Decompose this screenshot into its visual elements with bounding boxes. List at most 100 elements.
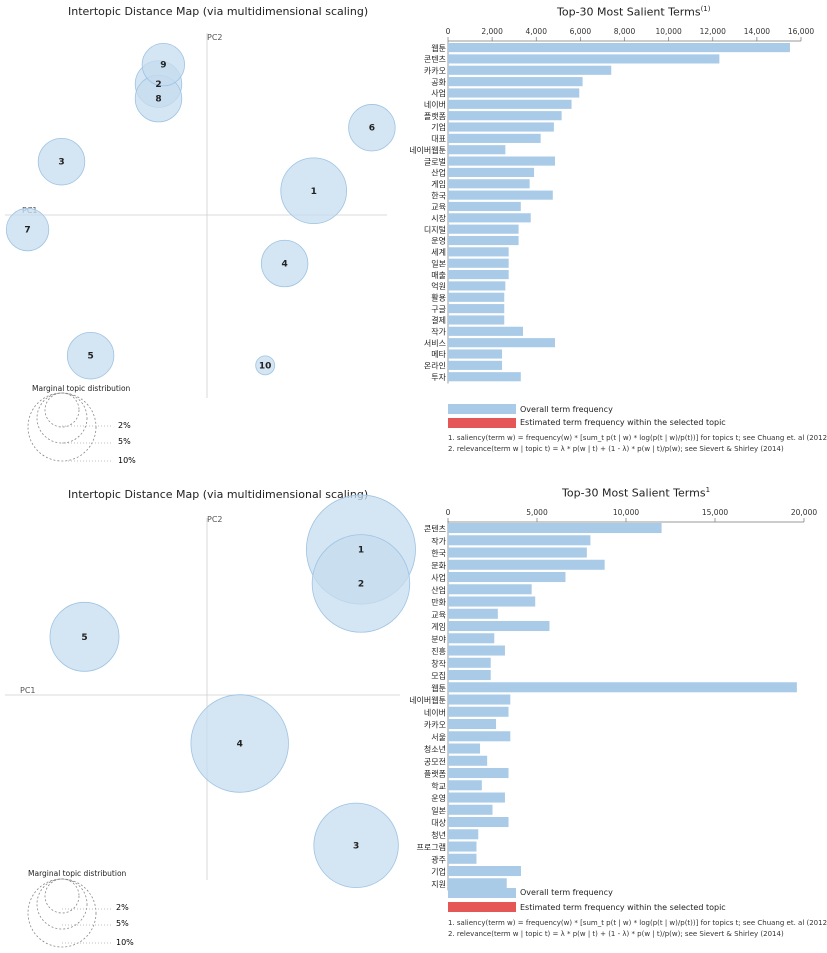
term-bar[interactable] (448, 304, 505, 314)
topic-circle[interactable] (280, 157, 348, 225)
topic-label[interactable]: 4 (237, 740, 243, 750)
term-bar[interactable] (448, 77, 583, 87)
term-label[interactable]: 교육 (431, 610, 446, 619)
term-bar[interactable] (448, 270, 509, 280)
term-label[interactable]: 창작 (431, 658, 446, 668)
term-bar[interactable] (448, 111, 562, 121)
term-bar[interactable] (448, 657, 491, 668)
term-bar[interactable] (448, 755, 488, 766)
term-label[interactable]: 세계 (431, 247, 446, 257)
term-bar[interactable] (448, 190, 553, 200)
topic-label[interactable]: 4 (281, 260, 287, 270)
topic-label[interactable]: 3 (353, 841, 359, 851)
term-bar[interactable] (448, 99, 572, 109)
topic-circle[interactable] (190, 694, 289, 793)
term-label[interactable]: 기업 (431, 868, 446, 877)
term-label[interactable]: 콘텐츠 (424, 54, 446, 64)
term-bar[interactable] (448, 804, 493, 815)
term-bar[interactable] (448, 743, 481, 754)
term-label[interactable]: 카카오 (424, 66, 446, 75)
term-label[interactable]: 작가 (431, 327, 446, 337)
term-bar[interactable] (448, 621, 550, 632)
topic-label[interactable]: 10 (259, 361, 272, 371)
term-bar[interactable] (448, 694, 511, 705)
term-bar[interactable] (448, 145, 506, 155)
term-label[interactable]: 서비스 (424, 339, 446, 348)
term-bar[interactable] (448, 584, 532, 595)
topic-label[interactable]: 3 (58, 158, 64, 168)
term-label[interactable]: 광주 (431, 854, 446, 864)
term-label[interactable]: 플랫폼 (424, 111, 446, 121)
term-label[interactable]: 한국 (431, 191, 446, 200)
term-bar[interactable] (448, 682, 797, 693)
term-bar[interactable] (448, 780, 482, 791)
term-bar[interactable] (448, 338, 556, 348)
term-bar[interactable] (448, 54, 720, 64)
term-label[interactable]: 학교 (431, 781, 446, 791)
topic-circle[interactable] (37, 137, 86, 186)
term-bar[interactable] (448, 349, 503, 359)
term-bar[interactable] (448, 829, 479, 840)
term-label[interactable]: 메타 (431, 350, 446, 359)
term-bar[interactable] (448, 235, 519, 246)
term-label[interactable]: 분야 (431, 634, 446, 644)
term-bar[interactable] (448, 633, 495, 644)
topic-circle[interactable] (5, 207, 50, 252)
term-label[interactable]: 사업 (431, 89, 446, 98)
term-label[interactable]: 웹툰 (431, 684, 446, 693)
topic-label[interactable]: 5 (81, 633, 87, 643)
term-label[interactable]: 산업 (431, 585, 446, 595)
term-bar[interactable] (448, 841, 477, 852)
term-bar[interactable] (448, 768, 509, 779)
topic-label[interactable]: 8 (155, 95, 161, 105)
topic-circle[interactable] (260, 239, 309, 288)
term-bar[interactable] (448, 645, 505, 656)
term-label[interactable]: 활용 (431, 292, 446, 302)
topic-label[interactable]: 1 (358, 546, 364, 556)
term-label[interactable]: 투자 (431, 373, 446, 382)
term-label[interactable]: 플랫폼 (424, 769, 446, 779)
term-label[interactable]: 일본 (431, 259, 446, 268)
term-bar[interactable] (448, 523, 662, 534)
term-bar[interactable] (448, 43, 790, 53)
term-bar[interactable] (448, 326, 524, 336)
term-label[interactable]: 프로그램 (417, 842, 446, 852)
term-label[interactable]: 일본 (431, 806, 446, 815)
term-label[interactable]: 웹툰 (431, 44, 446, 53)
term-label[interactable]: 구글 (431, 305, 446, 314)
term-label[interactable]: 만화 (431, 598, 446, 607)
term-bar[interactable] (448, 88, 580, 98)
term-bar[interactable] (448, 315, 505, 325)
topic-label[interactable]: 1 (311, 187, 317, 197)
term-bar[interactable] (448, 670, 491, 681)
term-bar[interactable] (448, 706, 509, 717)
term-bar[interactable] (448, 281, 506, 291)
term-label[interactable]: 네이버 (424, 707, 446, 717)
term-bar[interactable] (448, 360, 503, 370)
topic-circle[interactable] (141, 43, 185, 87)
term-bar[interactable] (448, 866, 521, 877)
term-bar[interactable] (448, 596, 536, 607)
term-bar[interactable] (448, 179, 530, 189)
term-bar[interactable] (448, 608, 498, 619)
term-bar[interactable] (448, 122, 554, 132)
term-bar[interactable] (448, 372, 521, 382)
term-label[interactable]: 매출 (431, 270, 446, 280)
topic-label[interactable]: 2 (155, 80, 161, 90)
term-bar[interactable] (448, 201, 521, 212)
term-label[interactable]: 청소년 (424, 744, 446, 754)
term-label[interactable]: 결제 (431, 315, 446, 325)
term-label[interactable]: 기업 (431, 123, 446, 132)
term-bar[interactable] (448, 292, 505, 302)
topic-circle[interactable] (49, 601, 120, 672)
term-bar[interactable] (448, 547, 587, 558)
topic-label[interactable]: 7 (24, 226, 30, 236)
topic-label[interactable]: 9 (160, 61, 166, 71)
topic-circle[interactable] (313, 802, 399, 889)
term-label[interactable]: 글로벌 (424, 156, 446, 166)
term-label[interactable]: 대상 (431, 818, 446, 828)
term-bar[interactable] (448, 258, 509, 268)
topic-circle[interactable] (255, 355, 276, 376)
term-label[interactable]: 작가 (431, 536, 446, 546)
term-label[interactable]: 대표 (431, 135, 446, 144)
